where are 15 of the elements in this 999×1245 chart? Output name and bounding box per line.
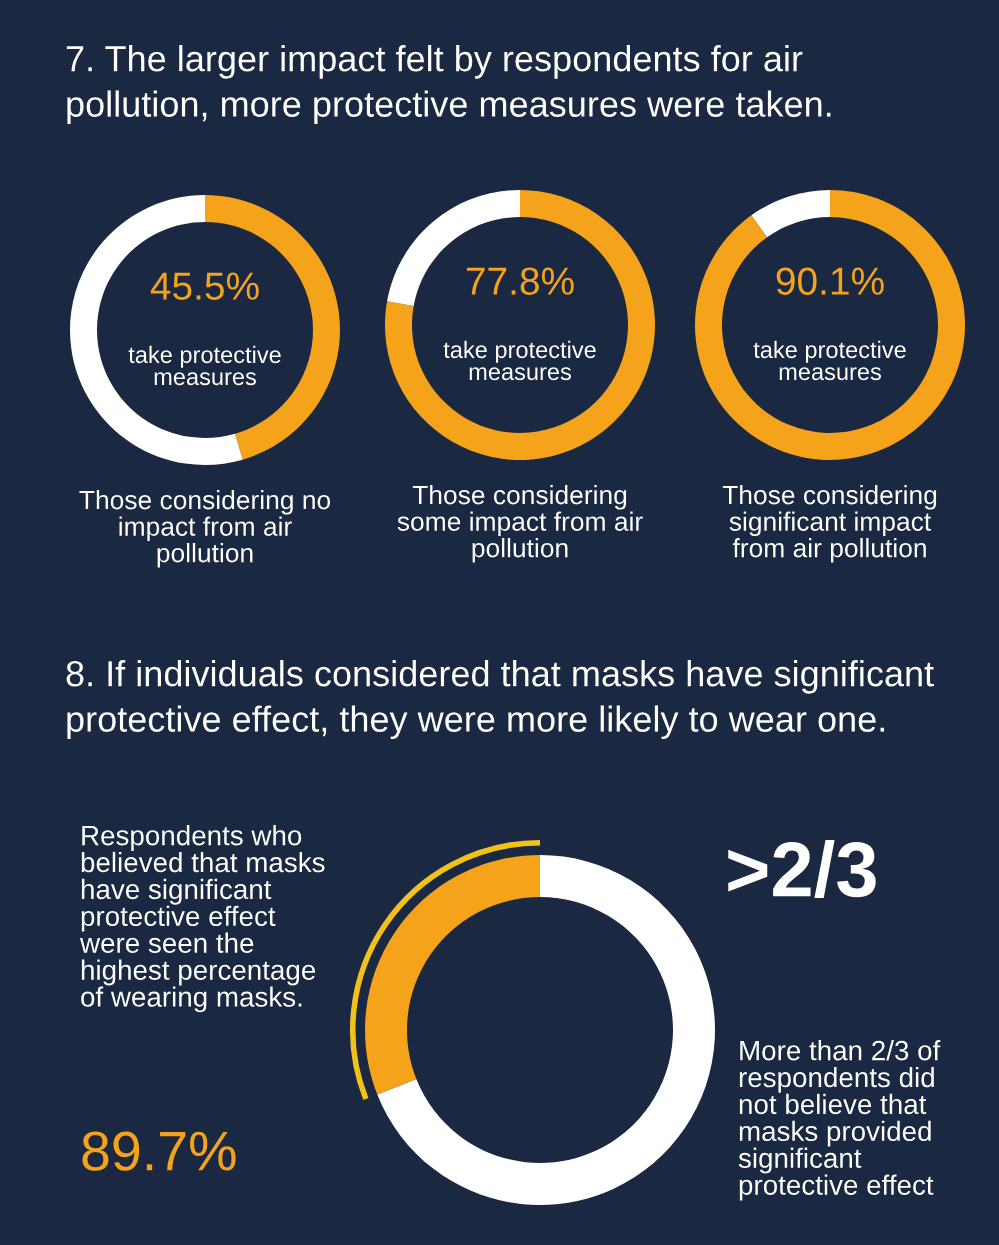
text: Respondents who believed that masks have significant protective effect were seen the highest percentage of wearing masks. (79, 825, 325, 1013)
text: take protective measures (443, 340, 596, 381)
text: 90.1% (776, 267, 884, 295)
text: Those considering no impact from air pollution (79, 490, 331, 568)
text: 77.8% (466, 267, 574, 295)
text: >2/3 (728, 840, 876, 898)
text: take protective measures (753, 340, 906, 381)
text: Those considering some impact from air pollution (397, 485, 643, 563)
text: take protective measures (128, 345, 281, 386)
text: 45.5% (150, 272, 259, 300)
chart-title: 8. If individuals considered that masks have significant protective effect, they were more likely to wear one. (66, 660, 934, 740)
text: 89.7% (82, 1131, 236, 1171)
text: Those considering significant impact from air pollution (722, 485, 937, 563)
text: 7. The larger impact felt by respondents for air pollution, more protective measures were taken. (66, 45, 831, 125)
text: More than 2/3 of respondents did not believe that masks provided significant protective effect (738, 1040, 941, 1201)
